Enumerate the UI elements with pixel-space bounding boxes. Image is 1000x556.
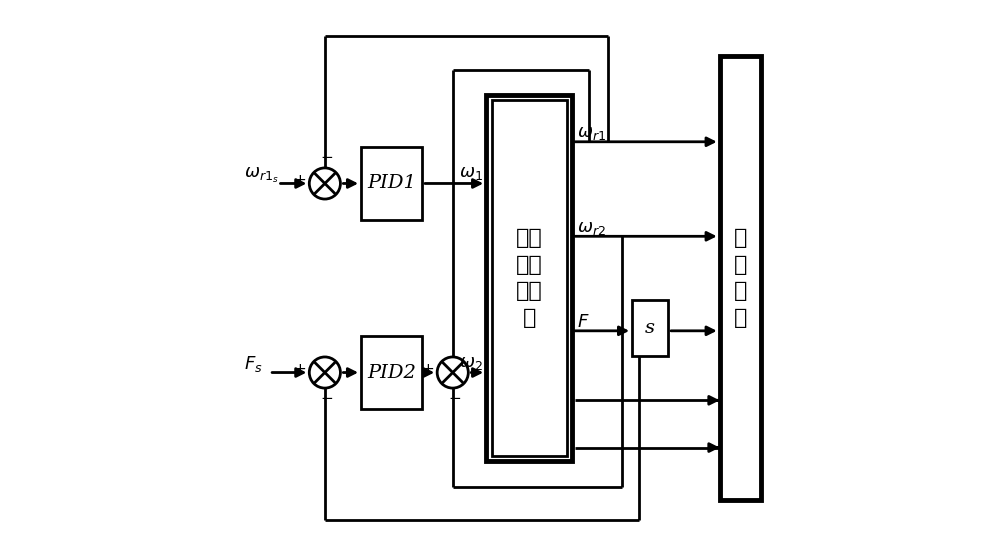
Bar [720, 56, 761, 500]
Bar [486, 95, 572, 461]
Text: +: + [293, 362, 306, 376]
Text: $\omega_{r1_s}$: $\omega_{r1_s}$ [244, 166, 279, 185]
Text: $\omega_{r2}$: $\omega_{r2}$ [577, 219, 606, 237]
Bar [632, 300, 668, 356]
Text: PID1: PID1 [367, 175, 416, 192]
Text: +: + [421, 362, 434, 376]
Bar [492, 100, 567, 456]
Text: $F_s$: $F_s$ [244, 354, 263, 374]
Text: PID2: PID2 [367, 364, 416, 381]
Text: $\omega_1$: $\omega_1$ [459, 165, 483, 182]
Text: $\omega_2$: $\omega_2$ [459, 354, 483, 371]
Circle shape [437, 357, 468, 388]
Text: $\omega_{r1}$: $\omega_{r1}$ [577, 125, 606, 142]
Circle shape [309, 357, 340, 388]
Text: −: − [449, 391, 461, 406]
Text: $F$: $F$ [577, 314, 589, 331]
Bar [361, 336, 422, 409]
Bar [361, 147, 422, 220]
Text: 两电
机调
速系
统: 两电 机调 速系 统 [516, 229, 543, 327]
Text: 采
样
数
据: 采 样 数 据 [734, 229, 747, 327]
Text: +: + [293, 173, 306, 187]
Text: s: s [645, 319, 655, 337]
Circle shape [309, 168, 340, 199]
Text: −: − [321, 391, 333, 406]
Text: −: − [321, 150, 333, 165]
